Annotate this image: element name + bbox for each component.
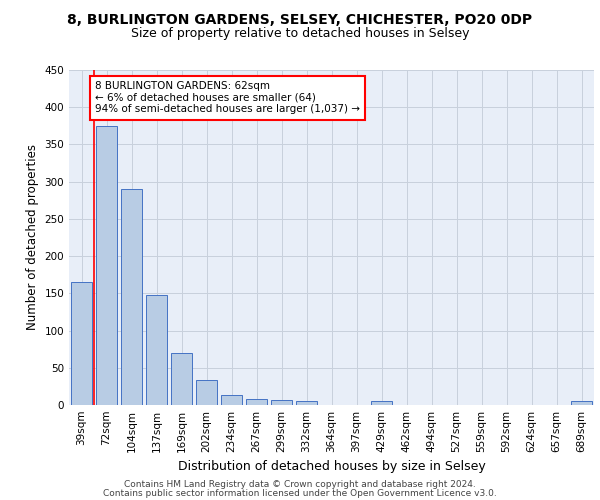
Bar	[121, 189, 142, 405]
Text: Contains public sector information licensed under the Open Government Licence v3: Contains public sector information licen…	[103, 488, 497, 498]
Bar	[146, 295, 167, 405]
Text: Contains HM Land Registry data © Crown copyright and database right 2024.: Contains HM Land Registry data © Crown c…	[124, 480, 476, 489]
Bar	[571, 402, 592, 405]
Bar	[196, 380, 217, 405]
Bar	[296, 402, 317, 405]
Y-axis label: Number of detached properties: Number of detached properties	[26, 144, 39, 330]
Bar	[171, 353, 192, 405]
Bar	[221, 394, 242, 405]
Text: 8 BURLINGTON GARDENS: 62sqm
← 6% of detached houses are smaller (64)
94% of semi: 8 BURLINGTON GARDENS: 62sqm ← 6% of deta…	[95, 81, 360, 114]
Bar	[96, 126, 117, 405]
Bar	[246, 399, 267, 405]
Bar	[371, 402, 392, 405]
Bar	[271, 400, 292, 405]
X-axis label: Distribution of detached houses by size in Selsey: Distribution of detached houses by size …	[178, 460, 485, 473]
Bar	[71, 282, 92, 405]
Text: Size of property relative to detached houses in Selsey: Size of property relative to detached ho…	[131, 28, 469, 40]
Text: 8, BURLINGTON GARDENS, SELSEY, CHICHESTER, PO20 0DP: 8, BURLINGTON GARDENS, SELSEY, CHICHESTE…	[67, 12, 533, 26]
